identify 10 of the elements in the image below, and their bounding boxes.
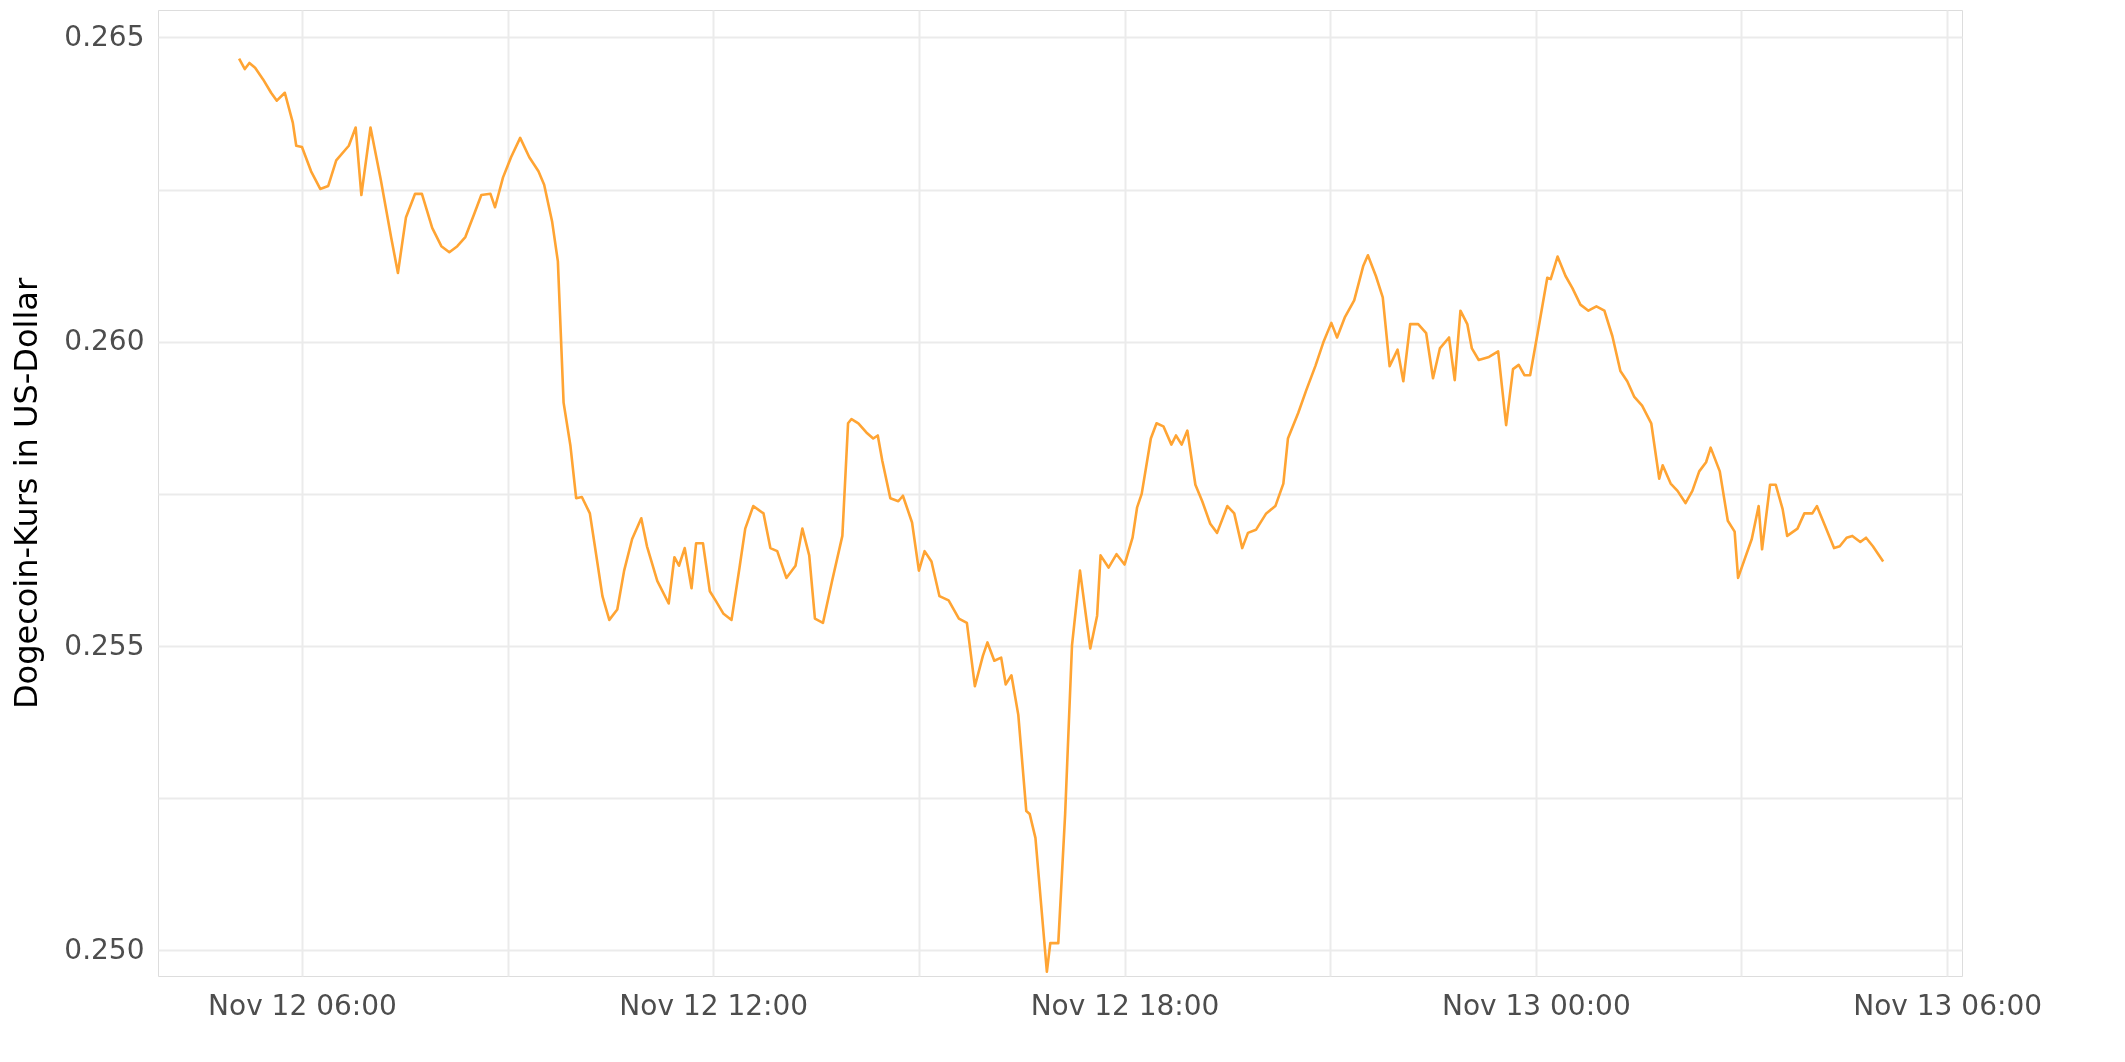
y-tick-label: 0.260 [64, 324, 145, 358]
x-tick-label: Nov 13 00:00 [1441, 988, 1631, 1022]
y-tick-label: 0.265 [64, 19, 145, 53]
y-axis-title: Dogecoin-Kurs in US-Dollar [7, 277, 46, 710]
y-tick-label: 0.250 [64, 932, 145, 966]
x-tick-label: Nov 12 18:00 [1030, 988, 1220, 1022]
x-tick-label: Nov 12 06:00 [208, 988, 397, 1022]
x-tick-label: Nov 13 06:00 [1853, 988, 2043, 1022]
x-tick-label: Nov 12 12:00 [619, 988, 809, 1022]
y-tick-label: 0.255 [64, 628, 145, 662]
